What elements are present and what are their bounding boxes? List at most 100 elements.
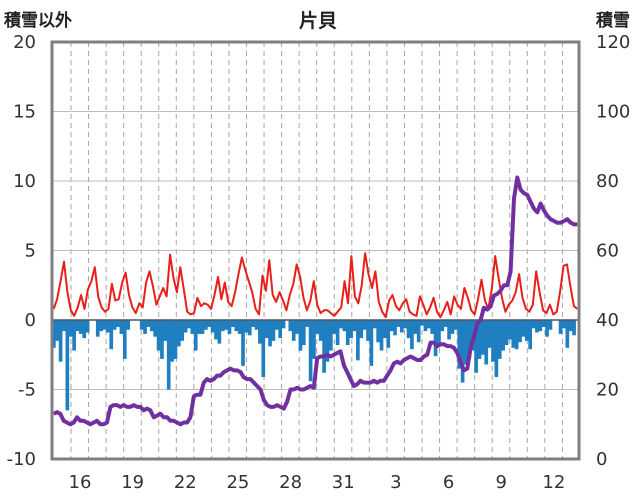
precipitation-bar (258, 320, 262, 344)
precipitation-bar (518, 320, 522, 343)
precipitation-bar (231, 320, 235, 327)
precipitation-bar (457, 320, 462, 369)
precipitation-bar (305, 320, 310, 327)
precipitation-bar (548, 320, 553, 330)
right-axis-tick-label: 120 (596, 32, 630, 53)
x-axis-tick-label: 31 (332, 472, 355, 493)
precipitation-bar (274, 320, 279, 330)
precipitation-bar (227, 320, 232, 334)
precipitation-bar (491, 320, 495, 362)
left-axis-tick-label: -5 (18, 380, 36, 401)
precipitation-bar (376, 320, 380, 343)
precipitation-bar (464, 320, 468, 365)
precipitation-bar (220, 320, 225, 332)
precipitation-bar (79, 320, 83, 334)
precipitation-bar (322, 320, 326, 373)
precipitation-bar (112, 320, 117, 330)
right-axis-tick-label: 60 (596, 241, 619, 262)
left-axis-tick-label: 15 (13, 102, 36, 123)
precipitation-bar (477, 320, 482, 359)
precipitation-bar (268, 320, 272, 347)
precipitation-bar (183, 320, 188, 333)
precipitation-bar (95, 320, 100, 337)
precipitation-bar (399, 320, 404, 333)
temperature-line (52, 252, 578, 319)
precipitation-bar (312, 320, 316, 359)
precipitation-bar (447, 320, 451, 340)
precipitation-bar (99, 320, 103, 332)
precipitation-bar (362, 320, 367, 330)
right-axis-tick-label: 80 (596, 171, 619, 192)
precipitation-bar (143, 320, 147, 334)
precipitation-bar (62, 320, 66, 332)
precipitation-bar (116, 320, 120, 327)
precipitation-bar (443, 320, 448, 327)
precipitation-bar (288, 320, 293, 332)
precipitation-bar (437, 320, 441, 346)
precipitation-bar (325, 320, 330, 362)
precipitation-bar (180, 320, 185, 341)
precipitation-bar (251, 320, 255, 327)
precipitation-bar (109, 320, 114, 350)
precipitation-bar (345, 320, 350, 346)
left-axis-tick-label: 10 (13, 171, 36, 192)
precipitation-bar (393, 320, 397, 336)
precipitation-bar (170, 320, 174, 362)
right-axis-tick-label: 100 (596, 102, 630, 123)
precipitation-bar (454, 320, 458, 330)
precipitation-bar (531, 320, 536, 329)
precipitation-bar (122, 320, 127, 359)
precipitation-bar (558, 320, 563, 334)
precipitation-bar (460, 320, 465, 383)
precipitation-bar (494, 320, 499, 377)
precipitation-bar (301, 320, 306, 346)
snow-depth-line (52, 175, 578, 427)
precipitation-bar (217, 320, 222, 344)
precipitation-bar (562, 320, 566, 329)
precipitation-bar (224, 320, 228, 330)
precipitation-bar (264, 320, 269, 339)
precipitation-bar (450, 320, 455, 334)
precipitation-bar (426, 320, 431, 329)
precipitation-bar (247, 320, 252, 336)
precipitation-bar (278, 320, 283, 339)
precipitation-bar (85, 320, 90, 333)
precipitation-bar (352, 320, 357, 332)
precipitation-bar (572, 320, 576, 336)
precipitation-bar (241, 320, 245, 366)
precipitation-bar (139, 320, 144, 330)
x-axis-tick-label: 19 (121, 472, 144, 493)
x-axis-tick-label: 9 (495, 472, 506, 493)
precipitation-bar (359, 320, 364, 339)
precipitation-bar (315, 320, 320, 334)
precipitation-bar (545, 320, 549, 337)
precipitation-bar (501, 320, 505, 351)
precipitation-bar (153, 320, 158, 337)
precipitation-bar (65, 320, 70, 411)
precipitation-bar (318, 320, 323, 341)
precipitation-bar (349, 320, 353, 339)
precipitation-bar (75, 320, 80, 332)
precipitation-bar (356, 320, 360, 361)
precipitation-bar (504, 320, 509, 346)
left-axis-tick-label: 0 (25, 310, 36, 331)
precipitation-bar (58, 320, 63, 362)
precipitation-bar (106, 320, 110, 333)
right-axis-tick-label: 0 (596, 449, 607, 470)
precipitation-bar (372, 320, 377, 329)
precipitation-bar (187, 320, 191, 329)
precipitation-bar (52, 320, 56, 348)
left-axis-tick-label: -10 (7, 449, 36, 470)
precipitation-bar (332, 320, 337, 334)
precipitation-bar (565, 320, 570, 348)
precipitation-bar (538, 320, 543, 332)
precipitation-bar (481, 320, 485, 355)
precipitation-bar (413, 320, 418, 334)
precipitation-bar (68, 320, 73, 337)
precipitation-bar (379, 320, 384, 351)
x-axis-tick-label: 6 (443, 472, 454, 493)
x-axis-tick-label: 22 (174, 472, 197, 493)
precipitation-bar (433, 320, 438, 357)
